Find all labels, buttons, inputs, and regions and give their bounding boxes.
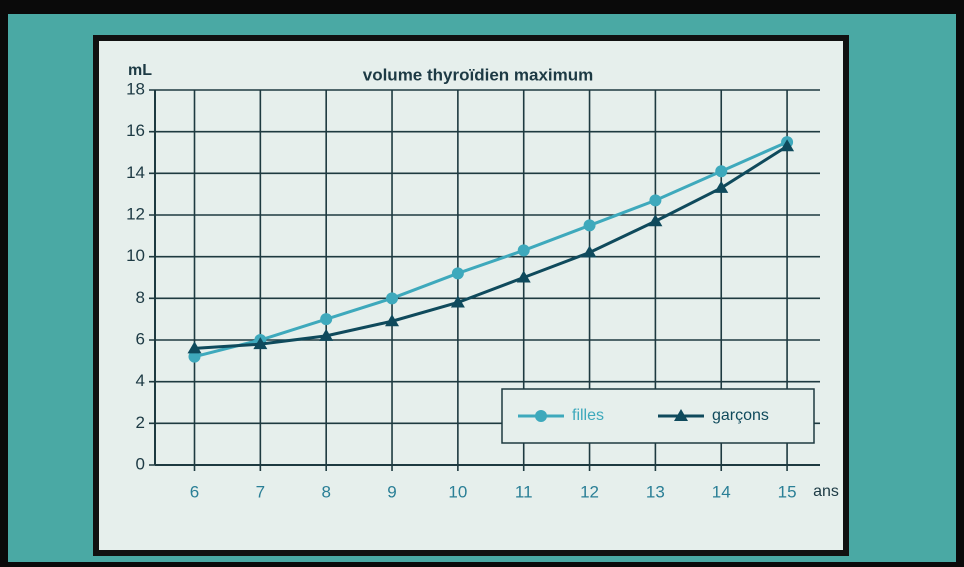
x-axis-label: ans <box>813 483 839 500</box>
point <box>714 180 729 193</box>
y-tick-label: 12 <box>126 204 145 223</box>
y-tick-label: 2 <box>136 413 145 432</box>
y-tick-label: 14 <box>126 163 145 182</box>
point <box>648 214 663 227</box>
legend-marker <box>535 410 547 422</box>
x-tick-label: 8 <box>321 482 330 501</box>
photo-background: volume thyroïdien maximum mL ans 0 2 4 6 8 10… <box>8 14 956 562</box>
chart: volume thyroïdien maximum mL ans 0 2 4 6 8 10… <box>93 35 849 556</box>
point <box>715 165 728 178</box>
point <box>188 350 201 363</box>
point <box>583 219 596 232</box>
y-tick-label: 8 <box>136 288 145 307</box>
x-tick-label: 11 <box>515 482 533 501</box>
series-line <box>194 144 788 350</box>
x-tick-label: 6 <box>190 482 199 501</box>
y-tick-label: 18 <box>126 79 145 98</box>
legend-label: garçons <box>712 407 769 424</box>
chart-title: volume thyroïdien maximum <box>363 65 594 84</box>
x-tick-label: 15 <box>778 482 797 501</box>
point <box>450 295 465 308</box>
x-tick-label: 12 <box>580 482 599 501</box>
y-axis-label: mL <box>128 62 152 79</box>
series-line <box>194 140 788 359</box>
point <box>516 270 531 283</box>
x-tick-label: 14 <box>712 482 731 501</box>
point <box>253 337 268 350</box>
y-tick-label: 0 <box>136 454 145 473</box>
point <box>385 314 400 327</box>
y-tick-label: 16 <box>126 121 145 140</box>
y-tick-label: 10 <box>126 246 145 265</box>
point <box>320 313 333 326</box>
point <box>187 341 202 354</box>
point <box>386 292 399 305</box>
point <box>780 139 795 152</box>
panel <box>93 35 849 556</box>
point <box>451 267 464 280</box>
y-tick-label: 6 <box>136 329 145 348</box>
x-tick-label: 9 <box>387 482 396 501</box>
x-tick-label: 7 <box>256 482 265 501</box>
x-tick-label: 13 <box>646 482 665 501</box>
point <box>649 194 662 207</box>
point <box>517 244 530 257</box>
y-tick-label: 4 <box>136 371 145 390</box>
legend-marker <box>674 409 688 421</box>
x-tick-label: 10 <box>448 482 467 501</box>
point <box>582 245 597 258</box>
legend-label: filles <box>572 407 604 424</box>
point <box>319 328 334 341</box>
